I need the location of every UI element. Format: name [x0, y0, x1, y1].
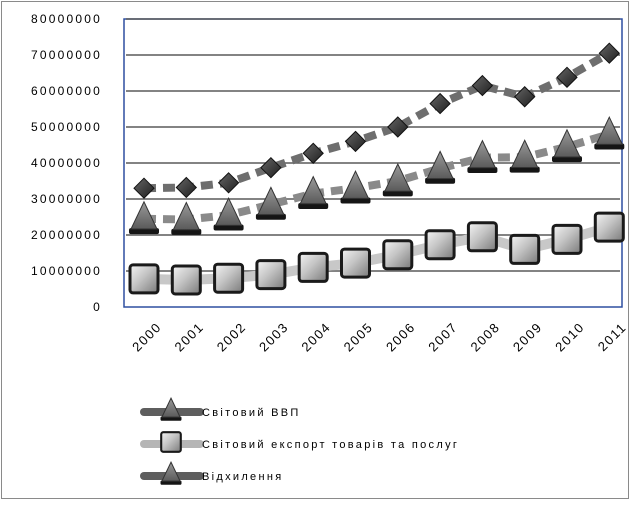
x-tick-label: 2001: [171, 319, 206, 354]
data-point-square: [509, 233, 541, 265]
x-tick-label: 2009: [510, 319, 545, 354]
data-point-triangle: [171, 201, 202, 235]
legend-label: Світовий експорт товарів та послуг: [202, 439, 459, 451]
data-point-square: [213, 262, 245, 294]
data-point-diamond: [513, 86, 536, 108]
data-point-diamond: [471, 74, 494, 97]
data-point-diamond: [556, 66, 578, 89]
legend-item: Світовий експорт товарів та послуг: [140, 431, 459, 453]
data-point-triangle: [552, 128, 582, 163]
series-1: [128, 211, 625, 296]
x-tick-label: 2008: [468, 319, 503, 354]
y-tick-label: 30000000: [31, 192, 102, 206]
data-point-triangle: [129, 200, 159, 235]
data-point-diamond: [387, 116, 409, 138]
data-point-square: [382, 239, 414, 271]
legend-label: Відхилення: [202, 471, 284, 483]
data-point-square: [255, 259, 287, 291]
data-point-square: [170, 264, 202, 296]
data-point-triangle: [160, 460, 182, 485]
series-2: [129, 116, 625, 235]
line-chart: 0 10000000 20000000 30000000 40000000 5000000…: [31, 12, 629, 485]
data-point-square: [466, 221, 498, 253]
x-tick-label: 2011: [595, 320, 630, 355]
y-tick-label: 60000000: [31, 84, 102, 98]
y-axis: 0 10000000 20000000 30000000 40000000 5000000…: [31, 12, 102, 314]
data-point-square: [160, 431, 182, 453]
data-point-diamond: [598, 42, 621, 64]
x-tick-label: 2000: [129, 319, 164, 354]
x-tick-label: 2002: [214, 319, 249, 354]
legend-label: Світовий ВВП: [202, 407, 301, 419]
data-point-square: [128, 263, 160, 295]
legend-item: Відхилення: [140, 460, 284, 485]
data-point-triangle: [298, 175, 329, 209]
data-point-square: [297, 251, 329, 283]
data-point-triangle: [255, 186, 286, 220]
data-point-diamond: [175, 176, 198, 199]
x-tick-label: 2005: [341, 319, 376, 354]
chart-frame: 0 10000000 20000000 30000000 40000000 5000000…: [1, 1, 629, 499]
data-point-square: [424, 229, 456, 261]
data-point-triangle: [467, 139, 498, 173]
x-tick-label: 2007: [425, 319, 460, 354]
x-tick-label: 2006: [383, 319, 418, 354]
series-0: [133, 42, 621, 199]
y-tick-label: 10000000: [31, 264, 102, 278]
y-tick-label: 0: [93, 300, 102, 314]
data-point-triangle: [340, 170, 371, 204]
x-axis: 2000 2001 2002 2003 2004 2005 2006 2007 2008 2009…: [129, 319, 629, 354]
data-point-triangle: [382, 162, 413, 197]
data-point-square: [551, 223, 583, 255]
data-point-diamond: [429, 92, 451, 115]
y-tick-label: 50000000: [31, 120, 102, 134]
x-tick-label: 2010: [552, 319, 587, 354]
series-group: [128, 42, 625, 296]
legend-item: Світовий ВВП: [140, 396, 301, 421]
data-point-diamond: [302, 142, 324, 164]
data-point-diamond: [260, 156, 282, 179]
y-tick-label: 80000000: [31, 12, 102, 26]
y-tick-label: 20000000: [31, 228, 102, 242]
data-point-diamond: [133, 177, 155, 199]
legend: Світовий ВВП Світовий експорт товарів та …: [140, 396, 459, 485]
data-point-square: [593, 211, 625, 243]
data-point-square: [340, 247, 371, 279]
data-point-triangle: [425, 150, 456, 184]
data-point-triangle: [213, 197, 244, 231]
x-tick-label: 2003: [256, 319, 291, 354]
x-tick-label: 2004: [298, 319, 333, 354]
y-tick-label: 40000000: [31, 156, 102, 170]
data-point-triangle: [160, 396, 182, 421]
data-point-triangle: [594, 116, 625, 150]
data-point-triangle: [509, 139, 540, 173]
data-point-diamond: [217, 172, 240, 194]
y-tick-label: 70000000: [31, 48, 102, 62]
data-point-diamond: [344, 130, 367, 153]
